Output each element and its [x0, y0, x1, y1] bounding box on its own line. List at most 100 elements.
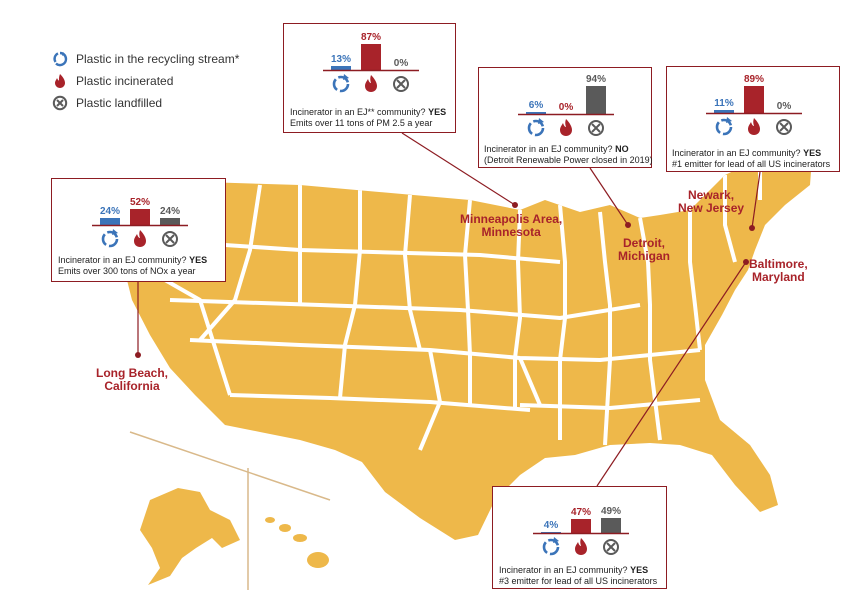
- recycle-arrows-icon: [101, 229, 119, 248]
- bar-recycled: [100, 218, 120, 225]
- landfill-x-circle-icon: [52, 95, 68, 111]
- legend-item-incinerated: Plastic incinerated: [52, 70, 239, 92]
- ej-answer: YES: [803, 148, 822, 158]
- city-marker: [512, 202, 518, 208]
- bar-value-incinerated: 0%: [559, 102, 574, 113]
- bar-value-recycled: 24%: [100, 206, 120, 217]
- bar-landfilled: [160, 218, 180, 225]
- bar-incinerated: [130, 209, 150, 225]
- bar-recycled: [331, 66, 351, 70]
- bar-value-landfilled: 0%: [777, 101, 792, 112]
- bar-recycled: [526, 112, 546, 114]
- alaska-shape: [140, 488, 240, 585]
- location-box-minneapolis: 13% 87% 0% Incinerator in an EJ** communi…: [283, 23, 456, 133]
- city-marker: [625, 222, 631, 228]
- recycle-arrows-icon: [715, 117, 733, 136]
- bar-incinerated: [744, 86, 764, 113]
- state-border: [169, 298, 641, 320]
- location-box-baltimore: 4% 47% 49% Incinerator in an EJ community…: [492, 486, 667, 589]
- leader-line: [589, 167, 629, 226]
- bar-value-incinerated: 52%: [130, 197, 150, 208]
- state-border: [638, 217, 662, 441]
- ej-question: Incinerator in an EJ community?: [499, 565, 628, 575]
- bar-value-landfilled: 94%: [586, 74, 606, 85]
- state-border: [418, 349, 442, 451]
- city-marker: [135, 352, 141, 358]
- legend-label-recycled: Plastic in the recycling stream*: [76, 52, 240, 66]
- landfill-x-circle-icon: [776, 119, 792, 135]
- state-border: [198, 184, 262, 342]
- hawaii-shape: [265, 517, 329, 568]
- state-border: [723, 175, 737, 263]
- flame-icon: [134, 230, 146, 247]
- legend: Plastic in the recycling stream* Plastic…: [52, 48, 239, 114]
- location-note: (Detroit Renewable Power closed in 2019): [484, 155, 653, 165]
- state-border: [338, 190, 362, 399]
- flame-icon: [365, 75, 377, 92]
- flame-icon: [575, 538, 587, 555]
- bar-recycled: [541, 532, 561, 533]
- landfill-x-circle-icon: [162, 231, 178, 247]
- landfill-x-circle-icon: [588, 120, 604, 136]
- city-label-minneapolis: Minneapolis Area, Minnesota: [460, 212, 563, 239]
- bar-value-incinerated: 47%: [571, 507, 591, 518]
- state-border: [189, 338, 701, 362]
- bar-value-incinerated: 87%: [361, 32, 381, 43]
- state-border: [519, 398, 701, 410]
- bar-value-recycled: 11%: [714, 98, 734, 109]
- legend-label-incinerated: Plastic incinerated: [76, 74, 174, 88]
- ej-question: Incinerator in an EJ community?: [58, 255, 187, 265]
- flame-icon: [55, 74, 65, 88]
- state-border: [518, 357, 542, 406]
- landfill-x-circle-icon: [393, 76, 409, 92]
- bar-recycled: [714, 110, 734, 113]
- state-border: [229, 393, 531, 412]
- state-border: [598, 211, 612, 446]
- location-caption: Incinerator in an EJ community? YES #3 e…: [499, 565, 657, 587]
- recycle-arrows-icon: [53, 51, 68, 67]
- legend-label-landfilled: Plastic landfilled: [76, 96, 163, 110]
- city-label-detroit: Detroit, Michigan: [618, 236, 671, 263]
- legend-item-recycled: Plastic in the recycling stream*: [52, 48, 239, 70]
- bar-incinerated: [571, 519, 591, 533]
- bar-value-recycled: 13%: [331, 54, 351, 65]
- city-marker: [749, 225, 755, 231]
- bar-landfilled: [601, 518, 621, 533]
- bar-value-recycled: 4%: [544, 520, 559, 531]
- ej-answer: YES: [428, 107, 447, 117]
- inset-divider: [129, 431, 331, 501]
- location-box-newark: 11% 89% 0% Incinerator in an EJ community…: [666, 66, 840, 172]
- city-label-newark: Newark, New Jersey: [678, 188, 745, 215]
- bar-value-landfilled: 24%: [160, 206, 180, 217]
- bar-value-recycled: 6%: [529, 100, 544, 111]
- state-border: [688, 210, 702, 351]
- location-note: Emits over 11 tons of PM 2.5 a year: [290, 118, 433, 128]
- legend-item-landfilled: Plastic landfilled: [52, 92, 239, 114]
- recycle-arrows-icon: [527, 118, 545, 137]
- ej-question: Incinerator in an EJ community?: [484, 144, 613, 154]
- ej-answer: YES: [630, 565, 649, 575]
- location-caption: Incinerator in an EJ community? YES #1 e…: [672, 148, 830, 170]
- leader-line: [596, 261, 747, 487]
- flame-icon: [748, 118, 760, 135]
- bar-value-landfilled: 0%: [394, 58, 409, 69]
- location-note: #1 emitter for lead of all US incinerato…: [672, 159, 831, 169]
- ej-answer: YES: [189, 255, 208, 265]
- location-caption: Incinerator in an EJ** community? YES Em…: [290, 107, 446, 129]
- recycle-arrows-icon: [332, 74, 350, 93]
- ej-answer: NO: [615, 144, 629, 154]
- bar-landfilled: [586, 86, 606, 114]
- bar-value-landfilled: 49%: [601, 506, 621, 517]
- location-note: Emits over 300 tons of NOx a year: [58, 266, 196, 276]
- city-label-baltimore: Baltimore, Maryland: [749, 257, 808, 284]
- ej-question: Incinerator in an EJ** community?: [290, 107, 426, 117]
- location-caption: Incinerator in an EJ community? YES Emit…: [58, 255, 207, 277]
- city-label-long-beach: Long Beach, California: [96, 366, 169, 393]
- bar-value-incinerated: 89%: [744, 74, 764, 85]
- location-box-detroit: 6% 0% 94% Incinerator in an EJ community?…: [478, 67, 653, 168]
- state-border: [403, 194, 422, 351]
- flame-icon: [560, 119, 572, 136]
- landfill-x-circle-icon: [603, 539, 619, 555]
- city-marker: [743, 259, 749, 265]
